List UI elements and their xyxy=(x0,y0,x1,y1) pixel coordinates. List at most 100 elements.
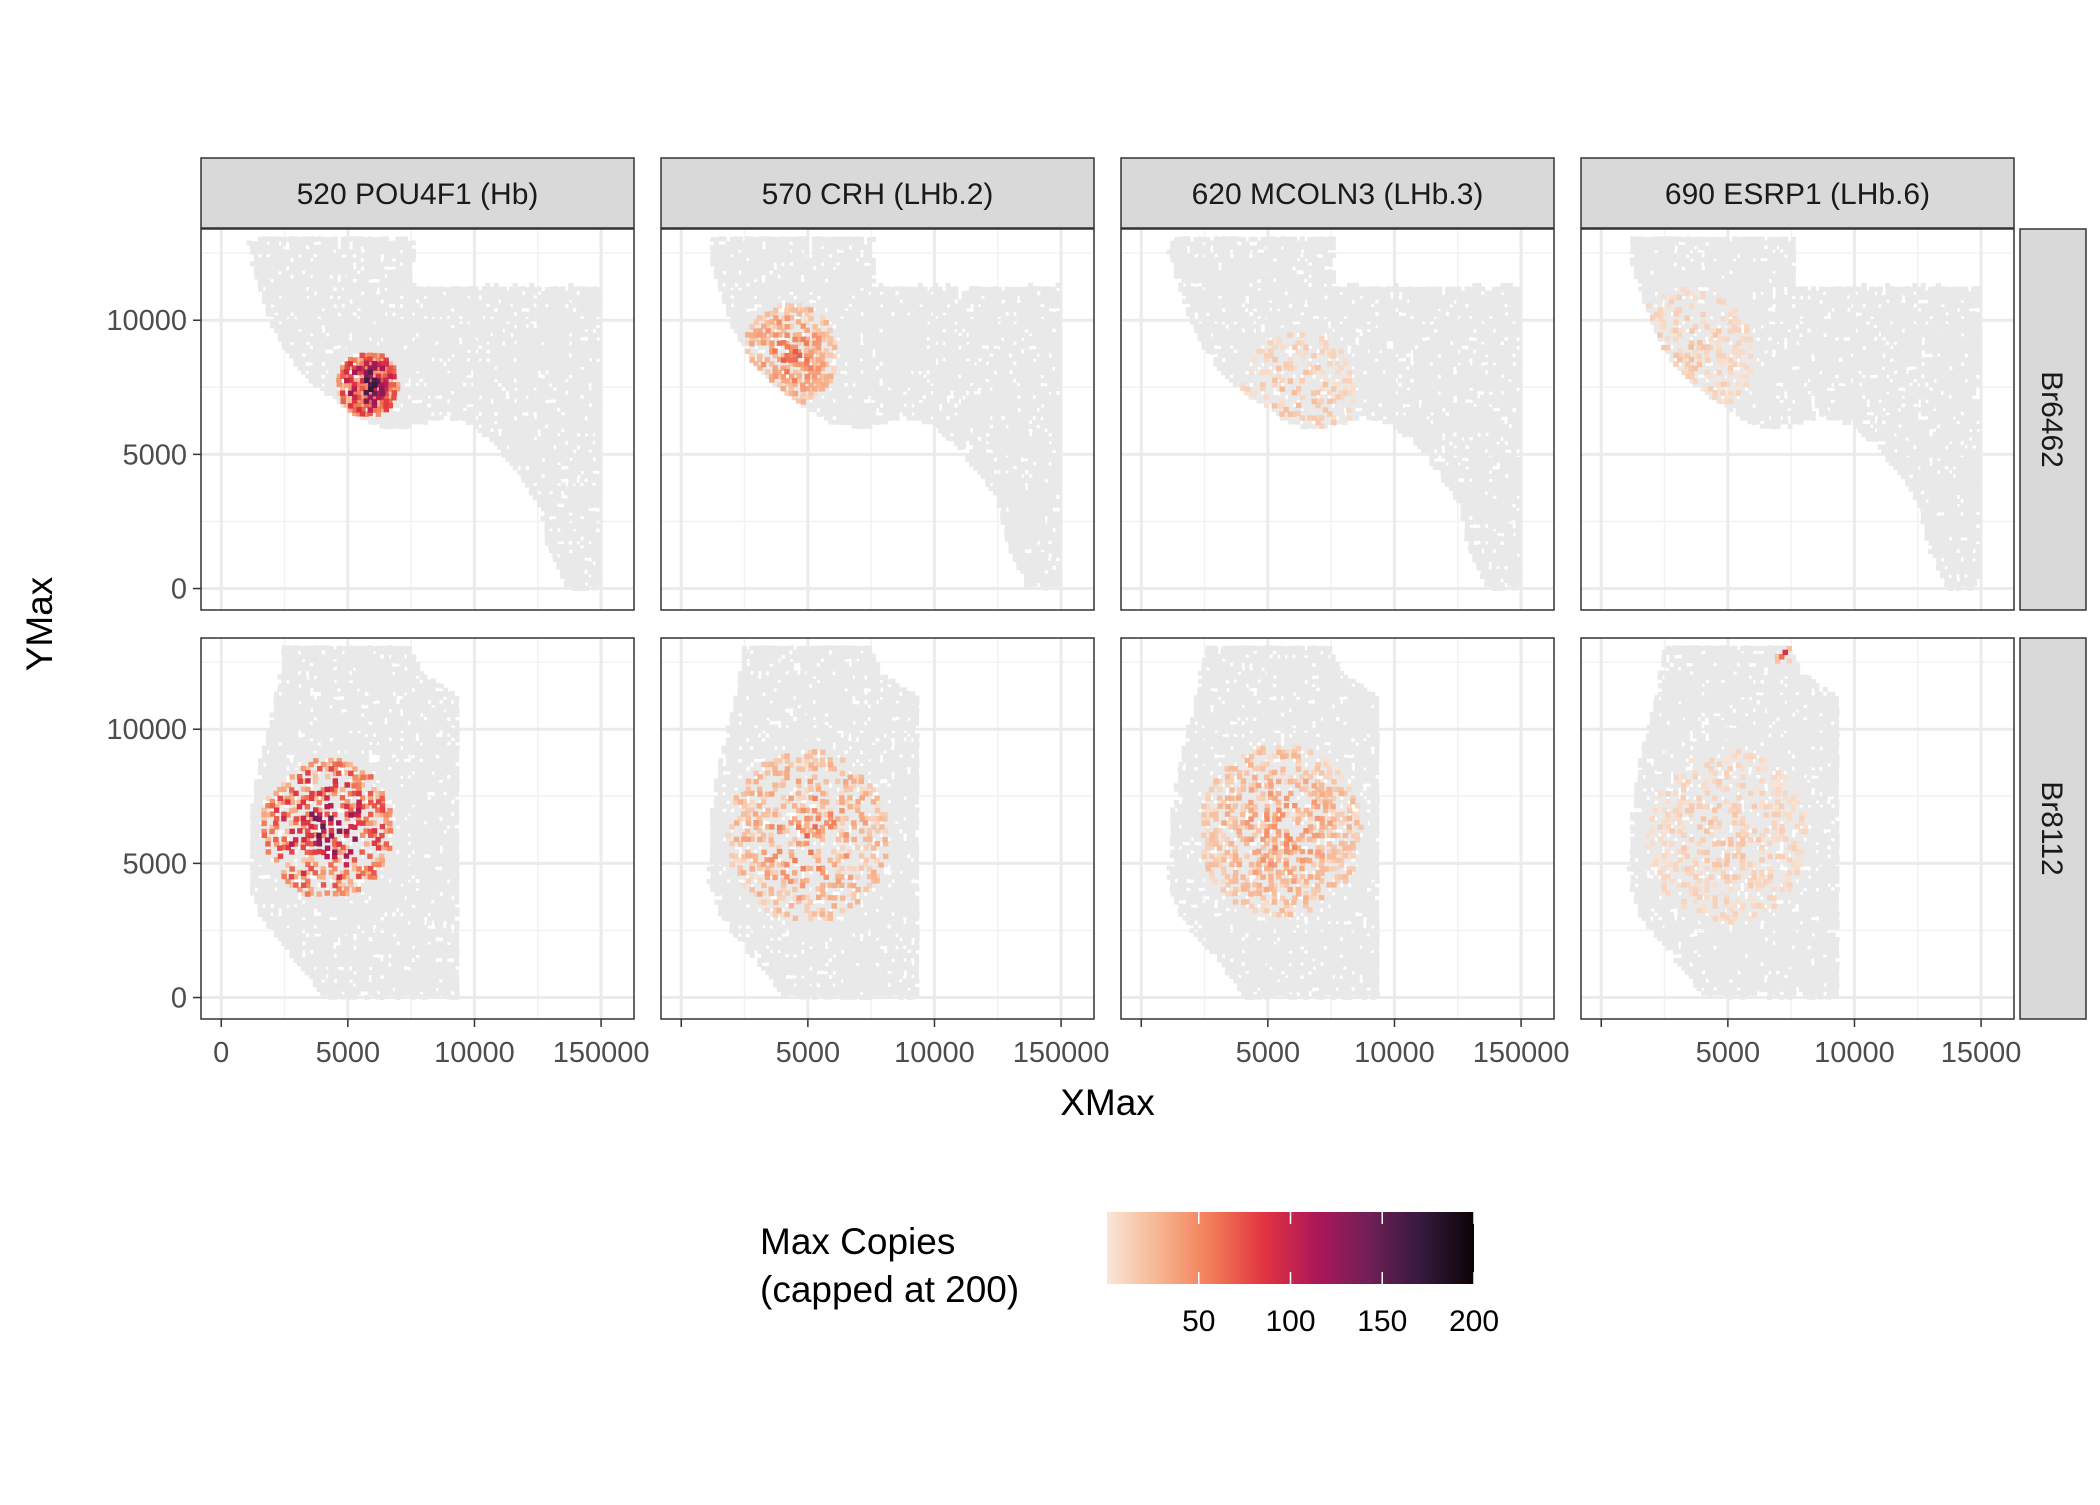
tissue-spot xyxy=(517,378,522,383)
expression-spot xyxy=(391,395,396,400)
tissue-spot xyxy=(552,553,557,558)
tissue-spot xyxy=(587,287,592,292)
tissue-spot xyxy=(317,308,322,313)
tissue-spot xyxy=(466,412,471,417)
tissue-spot xyxy=(596,287,601,292)
tissue-spot xyxy=(596,362,601,367)
tissue-spot xyxy=(867,408,872,413)
tissue-spot xyxy=(1032,407,1037,412)
tissue-spot xyxy=(485,283,490,288)
strip-label: 620 MCOLN3 (LHb.3) xyxy=(1192,178,1484,211)
tissue-spot xyxy=(588,462,593,467)
tissue-spot xyxy=(548,482,553,487)
tissue-spot xyxy=(855,420,860,425)
tissue-spot xyxy=(985,424,990,429)
tissue-spot xyxy=(415,316,420,321)
tissue-spot xyxy=(868,354,873,359)
tissue-spot xyxy=(439,362,444,367)
tissue-spot xyxy=(859,412,864,417)
tissue-spot xyxy=(274,320,279,325)
tissue-spot xyxy=(981,362,986,367)
tissue-spot xyxy=(553,432,558,437)
tissue-spot xyxy=(588,445,593,450)
tissue-spot xyxy=(367,324,372,329)
tissue-spot xyxy=(415,404,420,409)
tissue-spot xyxy=(328,258,333,263)
tissue-spot xyxy=(521,329,526,334)
tissue-spot xyxy=(576,412,581,417)
facet-strip-column: 620 MCOLN3 (LHb.3) xyxy=(1121,158,1554,228)
tissue-spot xyxy=(1056,528,1061,533)
tissue-spot xyxy=(596,320,601,325)
tissue-spot xyxy=(576,333,581,338)
tissue-spot xyxy=(836,374,841,379)
tissue-spot xyxy=(525,391,530,396)
tissue-spot xyxy=(596,491,601,496)
tissue-spot xyxy=(894,412,899,417)
tissue-spot xyxy=(568,370,573,375)
tissue-spot xyxy=(316,245,321,250)
tissue-spot xyxy=(595,383,600,388)
tissue-spot xyxy=(576,437,581,442)
tissue-spot xyxy=(887,378,892,383)
tissue-spot xyxy=(883,387,888,392)
tissue-spot xyxy=(580,553,585,558)
tissue-spot xyxy=(450,362,455,367)
tissue-spot xyxy=(536,395,541,400)
tissue-spot xyxy=(286,312,291,317)
tissue-spot xyxy=(568,507,573,512)
tissue-spot xyxy=(552,528,557,533)
tissue-spot xyxy=(258,241,263,246)
tissue-spot xyxy=(568,308,573,313)
tissue-spot xyxy=(969,462,974,467)
tissue-spot xyxy=(489,299,494,304)
tissue-spot xyxy=(949,429,954,434)
facet-strip-row: Br8112 xyxy=(2020,638,2086,1019)
tissue-spot xyxy=(344,337,349,342)
tissue-spot xyxy=(961,391,966,396)
tissue-spot xyxy=(568,424,573,429)
tissue-spot xyxy=(356,345,361,350)
tissue-spot xyxy=(560,441,565,446)
tissue-spot xyxy=(533,374,538,379)
tissue-spot xyxy=(576,562,581,567)
tissue-spot xyxy=(839,358,844,363)
strip-label: Br6462 xyxy=(2035,371,2068,468)
tissue-spot xyxy=(1028,503,1033,508)
tissue-spot xyxy=(277,274,282,279)
expression-spot xyxy=(380,366,385,371)
expression-spot xyxy=(372,378,377,383)
tissue-spot xyxy=(407,370,412,375)
tissue-spot xyxy=(501,332,506,337)
tissue-spot xyxy=(560,532,565,537)
tissue-spot xyxy=(949,404,954,409)
tissue-spot xyxy=(399,324,404,329)
tissue-spot xyxy=(540,304,545,309)
tissue-spot xyxy=(395,245,400,250)
expression-spot xyxy=(367,407,372,412)
tissue-spot xyxy=(458,332,463,337)
tissue-spot xyxy=(281,266,286,271)
tissue-spot xyxy=(910,366,915,371)
tissue-spot xyxy=(375,258,380,263)
tissue-spot xyxy=(379,308,384,313)
tissue-spot xyxy=(1032,437,1037,442)
tissue-spot xyxy=(497,386,502,391)
tissue-spot xyxy=(364,237,369,242)
expression-spot xyxy=(391,382,396,387)
tissue-spot xyxy=(1051,408,1056,413)
tissue-spot xyxy=(552,407,557,412)
strip-label: Br8112 xyxy=(2035,781,2068,876)
tissue-spot xyxy=(344,295,349,300)
tissue-spot xyxy=(434,361,439,366)
tissue-spot xyxy=(544,332,549,337)
tissue-spot xyxy=(316,374,321,379)
tissue-spot xyxy=(595,420,600,425)
tissue-spot xyxy=(1048,449,1053,454)
tissue-spot xyxy=(934,408,939,413)
tissue-spot xyxy=(596,328,601,333)
tissue-spot xyxy=(560,499,565,504)
tissue-spot xyxy=(930,399,935,404)
